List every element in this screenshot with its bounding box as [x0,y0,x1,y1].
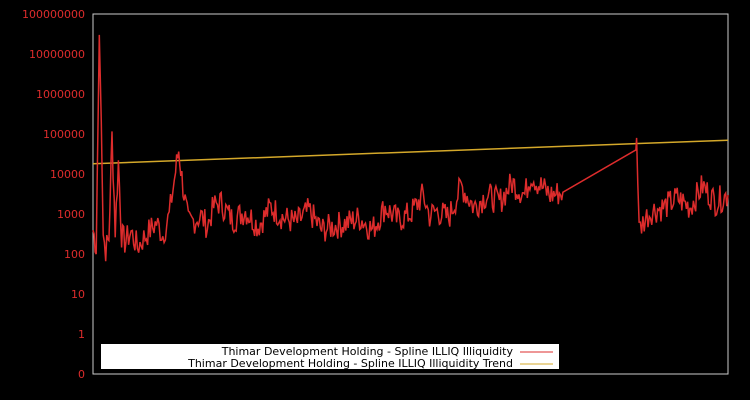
legend-box [101,344,559,369]
y-tick-label: 100 [64,248,85,261]
y-tick-label: 10000000 [29,48,85,61]
y-tick-label: 1 [78,328,85,341]
illiquidity-line [92,34,729,262]
legend-label-series: Thimar Development Holding - Spline ILLI… [221,345,514,358]
plot-area [92,13,729,375]
y-tick-label: 10000 [50,168,85,181]
y-tick-label: 0 [78,368,85,381]
trend-line [92,139,729,165]
y-axis-ticks: 0 1 10 100 1000 10000 100000 1000000 10000000 100… [22,8,85,381]
y-tick-label: 100000 [43,128,85,141]
y-tick-label: 10 [71,288,85,301]
y-tick-label: 1000000 [36,88,85,101]
legend: Thimar Development Holding - Spline ILLI… [101,344,559,370]
y-tick-label: 100000000 [22,8,85,21]
legend-label-trend: Thimar Development Holding - Spline ILLI… [187,357,513,370]
y-tick-label: 1000 [57,208,85,221]
